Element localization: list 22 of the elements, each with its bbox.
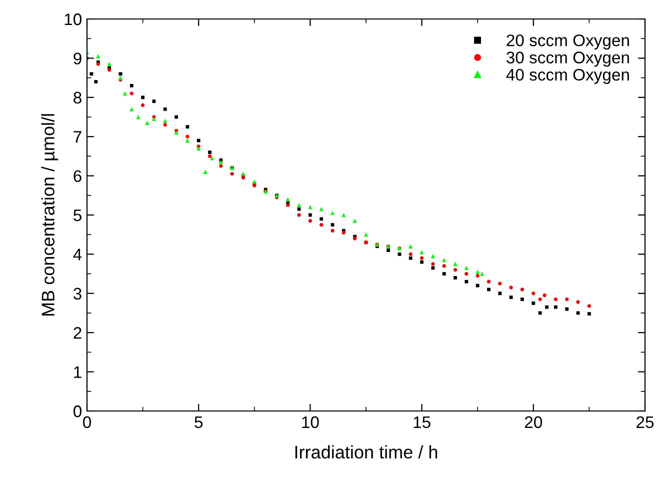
x-tick-label: 25 xyxy=(636,416,654,428)
legend-label: 20 sccm Oxygen xyxy=(506,34,629,50)
x-tick-label: 20 xyxy=(524,416,542,428)
x-tick-label: 10 xyxy=(302,416,319,428)
y-tick-label: 7 xyxy=(74,131,82,143)
x-tick-label: 0 xyxy=(83,416,91,428)
x-axis-title: Irradiation time / h xyxy=(295,445,438,459)
y-tick-label: 5 xyxy=(74,210,82,222)
x-tick-label: 5 xyxy=(194,416,203,428)
y-tick-label: 9 xyxy=(74,52,82,64)
y-tick-label: 8 xyxy=(74,92,82,104)
legend-label: 30 sccm Oxygen xyxy=(506,52,629,67)
y-tick-label: 2 xyxy=(74,327,82,339)
y-tick-label: 1 xyxy=(74,366,82,378)
y-tick-label: 4 xyxy=(73,248,82,260)
y-tick-label: 10 xyxy=(64,13,82,26)
x-tick-label: 15 xyxy=(414,416,430,428)
y-tick-label: 3 xyxy=(74,288,82,300)
y-tick-label: 0 xyxy=(74,405,82,418)
legend-label: 40 sccm Oxygen xyxy=(506,68,629,84)
y-axis-title: MB concentration / µmol/l xyxy=(41,114,58,316)
y-tick-label: 6 xyxy=(74,170,82,182)
